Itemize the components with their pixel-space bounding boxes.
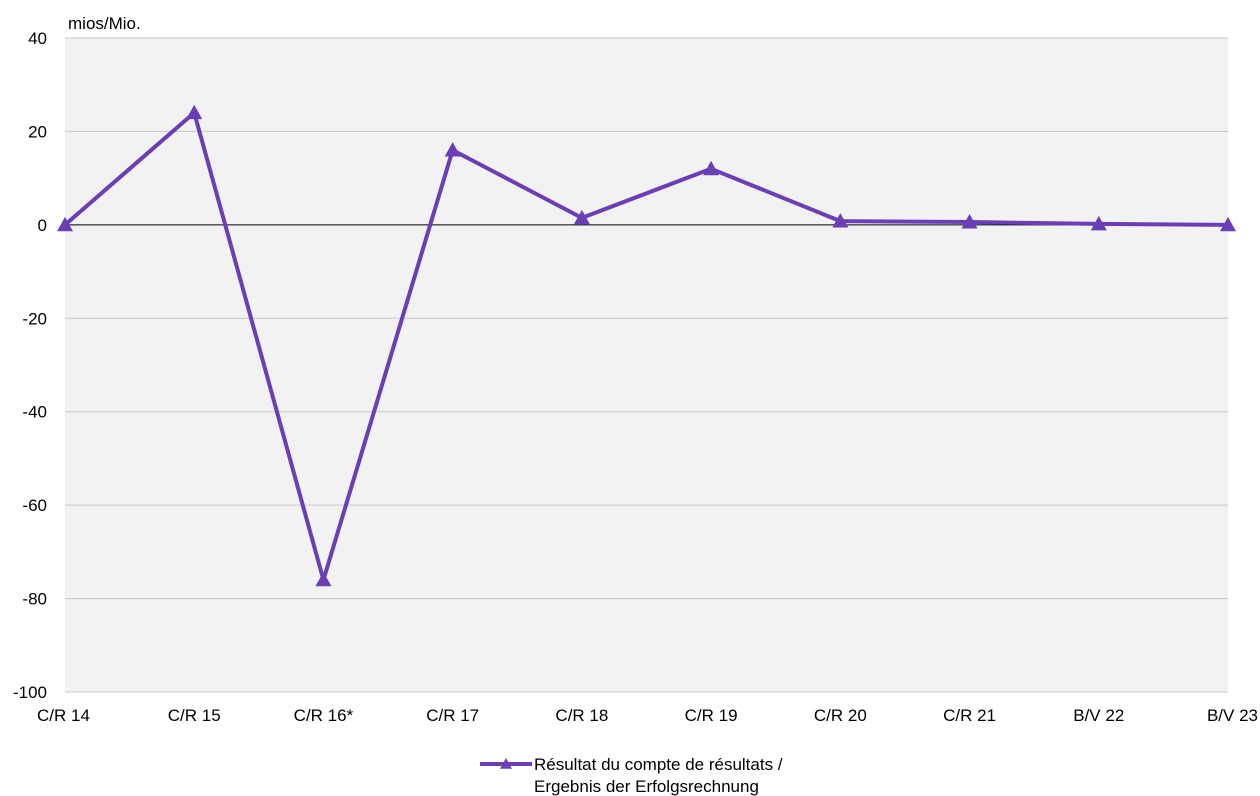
x-tick-label: C/R 17 [426, 706, 479, 725]
y-tick-label: -80 [22, 590, 47, 609]
y-tick-label: -40 [22, 403, 47, 422]
x-tick-label: C/R 14 [37, 706, 90, 725]
series-line [63, 110, 1229, 582]
x-axis-ticks: C/R 14 C/R 15 C/R 16* C/R 17 C/R 18 C/R 19 C/R… [37, 706, 1258, 725]
plot-area [65, 38, 1228, 692]
data-point-marker [961, 214, 978, 229]
y-tick-label: 20 [28, 122, 47, 141]
x-tick-label: C/R 21 [943, 706, 996, 725]
data-point-marker [57, 216, 73, 232]
y-tick-label: 40 [28, 29, 47, 48]
y-tick-label: -20 [22, 309, 47, 328]
legend-swatch-marker [500, 758, 512, 769]
legend-label-line-2: Ergebnis der Erfolgsrechnung [534, 777, 759, 796]
data-point-marker [832, 213, 849, 228]
data-point-marker [1090, 215, 1107, 231]
series-layer [57, 104, 1236, 587]
y-axis-unit-label: mios/Mio. [68, 14, 141, 33]
data-point-marker [315, 571, 332, 587]
data-point-marker [186, 104, 203, 120]
x-tick-label: B/V 22 [1073, 706, 1124, 725]
y-axis-ticks: -100 -80 -60 -40 -20 0 20 40 [13, 29, 47, 702]
gridlines [65, 37, 1228, 693]
x-tick-label: C/R 20 [814, 706, 867, 725]
x-tick-label: C/R 15 [168, 706, 221, 725]
y-tick-label: 0 [38, 216, 47, 235]
legend: Résultat du compte de résultats / Ergebn… [480, 755, 783, 796]
data-point-marker [444, 142, 461, 157]
x-tick-label: C/R 18 [555, 706, 608, 725]
legend-label-line-1: Résultat du compte de résultats / [534, 755, 783, 774]
data-point-marker [703, 160, 720, 176]
data-point-marker [1220, 216, 1236, 232]
x-tick-label: C/R 16* [294, 706, 354, 725]
y-tick-label: -100 [13, 683, 47, 702]
data-point-marker [573, 209, 590, 225]
x-tick-label: C/R 19 [685, 706, 738, 725]
x-tick-label: B/V 23 [1207, 706, 1258, 725]
y-tick-label: -60 [22, 496, 47, 515]
